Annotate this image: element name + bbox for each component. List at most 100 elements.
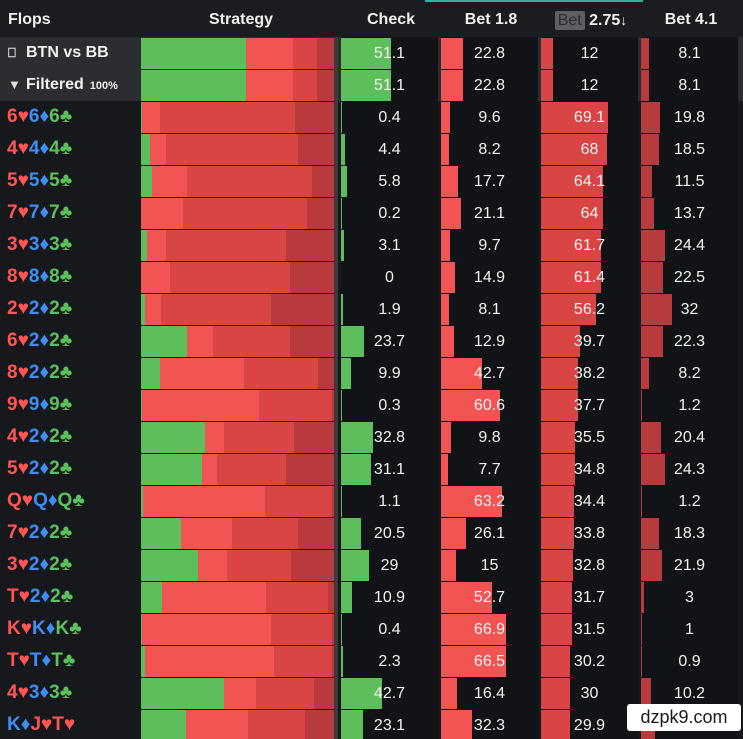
bet-2-75-cell[interactable]: 37.7: [541, 389, 638, 421]
bet-2-75-cell[interactable]: 30.2: [541, 645, 638, 677]
bet-2-75-cell[interactable]: 34.4: [541, 485, 638, 517]
column-header-check[interactable]: Check: [366, 11, 416, 28]
bet-2-75-cell[interactable]: 64.1: [541, 165, 638, 197]
bet-2-75-cell[interactable]: 39.7: [541, 325, 638, 357]
bet-4-1-cell[interactable]: 18.5: [641, 133, 738, 165]
bet-4-1-cell[interactable]: 20.4: [641, 421, 738, 453]
bet-2-75-cell[interactable]: 12: [541, 37, 638, 69]
check-cell[interactable]: 2.3: [341, 645, 438, 677]
bet-1-8-cell[interactable]: 63.2: [441, 485, 538, 517]
table-row[interactable]: T♥T♦T♣ 2.3 66.5 30.2 0.9: [0, 645, 743, 677]
bet-4-1-cell[interactable]: 1.2: [641, 485, 738, 517]
bet-4-1-cell[interactable]: 1.2: [641, 389, 738, 421]
check-cell[interactable]: 0.2: [341, 197, 438, 229]
table-row[interactable]: K♥K♦K♣ 0.4 66.9 31.5 1: [0, 613, 743, 645]
bet-4-1-cell[interactable]: 22.3: [641, 325, 738, 357]
bet-2-75-cell[interactable]: 29.9: [541, 709, 638, 739]
check-cell[interactable]: 32.8: [341, 421, 438, 453]
table-row[interactable]: 2♥2♦2♣ 1.9 8.1 56.2 32: [0, 293, 743, 325]
column-header-flops[interactable]: Flops: [8, 11, 51, 28]
check-cell[interactable]: 23.7: [341, 325, 438, 357]
bet-1-8-cell[interactable]: 14.9: [441, 261, 538, 293]
bet-4-1-cell[interactable]: 22.5: [641, 261, 738, 293]
bet-2-75-cell[interactable]: 30: [541, 677, 638, 709]
table-row[interactable]: 4♥2♦2♣ 32.8 9.8 35.5 20.4: [0, 421, 743, 453]
bet-2-75-cell[interactable]: 32.8: [541, 549, 638, 581]
bet-4-1-cell[interactable]: 21.9: [641, 549, 738, 581]
summary-row[interactable]: ⎕ BTN vs BB 51.1 22.8 12 8.1: [0, 37, 743, 69]
check-cell[interactable]: 29: [341, 549, 438, 581]
table-row[interactable]: 8♥8♦8♣ 0 14.9 61.4 22.5: [0, 261, 743, 293]
bet-2-75-cell[interactable]: 35.5: [541, 421, 638, 453]
bet-2-75-cell[interactable]: 61.4: [541, 261, 638, 293]
bet-1-8-cell[interactable]: 16.4: [441, 677, 538, 709]
bet-2-75-cell[interactable]: 34.8: [541, 453, 638, 485]
check-cell[interactable]: 1.1: [341, 485, 438, 517]
check-cell[interactable]: 9.9: [341, 357, 438, 389]
bet-4-1-cell[interactable]: 8.1: [641, 69, 738, 101]
check-cell[interactable]: 0.3: [341, 389, 438, 421]
bet-1-8-cell[interactable]: 66.9: [441, 613, 538, 645]
bet-1-8-cell[interactable]: 66.5: [441, 645, 538, 677]
bet-1-8-cell[interactable]: 32.3: [441, 709, 538, 739]
check-cell[interactable]: 1.9: [341, 293, 438, 325]
sort-descending-icon[interactable]: ↓: [620, 12, 628, 28]
check-cell[interactable]: 23.1: [341, 709, 438, 739]
bet-4-1-cell[interactable]: 19.8: [641, 101, 738, 133]
bet-1-8-cell[interactable]: 7.7: [441, 453, 538, 485]
check-cell[interactable]: 4.4: [341, 133, 438, 165]
bet-1-8-cell[interactable]: 52.7: [441, 581, 538, 613]
column-header-strategy[interactable]: Strategy: [208, 11, 274, 28]
table-row[interactable]: Q♥Q♦Q♣ 1.1 63.2 34.4 1.2: [0, 485, 743, 517]
bet-2-75-cell[interactable]: 69.1: [541, 101, 638, 133]
bet-2-75-cell[interactable]: 12: [541, 69, 638, 101]
check-cell[interactable]: 3.1: [341, 229, 438, 261]
bet-4-1-cell[interactable]: 3: [641, 581, 738, 613]
table-row[interactable]: 7♥7♦7♣ 0.2 21.1 64 13.7: [0, 197, 743, 229]
bet-4-1-cell[interactable]: 10.2: [641, 677, 738, 709]
column-header-bet-2-75[interactable]: Bet 2.75↓: [541, 0, 641, 37]
bet-1-8-cell[interactable]: 8.2: [441, 133, 538, 165]
bet-4-1-cell[interactable]: 24.4: [641, 229, 738, 261]
check-cell[interactable]: 0.4: [341, 101, 438, 133]
bet-2-75-cell[interactable]: 61.7: [541, 229, 638, 261]
check-cell[interactable]: 51.1: [341, 69, 438, 101]
table-row[interactable]: T♥2♦2♣ 10.9 52.7 31.7 3: [0, 581, 743, 613]
table-row[interactable]: 9♥9♦9♣ 0.3 60.6 37.7 1.2: [0, 389, 743, 421]
bet-4-1-cell[interactable]: 32: [641, 293, 738, 325]
bet-2-75-cell[interactable]: 68: [541, 133, 638, 165]
bet-4-1-cell[interactable]: 8.1: [641, 37, 738, 69]
table-row[interactable]: 6♥2♦2♣ 23.7 12.9 39.7 22.3: [0, 325, 743, 357]
bet-4-1-cell[interactable]: 11.5: [641, 165, 738, 197]
bet-1-8-cell[interactable]: 60.6: [441, 389, 538, 421]
check-cell[interactable]: 42.7: [341, 677, 438, 709]
check-cell[interactable]: 0: [341, 261, 438, 293]
bet-1-8-cell[interactable]: 21.1: [441, 197, 538, 229]
table-row[interactable]: 3♥2♦2♣ 29 15 32.8 21.9: [0, 549, 743, 581]
table-row[interactable]: 4♥4♦4♣ 4.4 8.2 68 18.5: [0, 133, 743, 165]
bet-1-8-cell[interactable]: 42.7: [441, 357, 538, 389]
bet-2-75-cell[interactable]: 64: [541, 197, 638, 229]
table-row[interactable]: 6♥6♦6♣ 0.4 9.6 69.1 19.8: [0, 101, 743, 133]
bet-4-1-cell[interactable]: 1: [641, 613, 738, 645]
bet-2-75-cell[interactable]: 31.7: [541, 581, 638, 613]
table-row[interactable]: 4♥3♦3♣ 42.7 16.4 30 10.2: [0, 677, 743, 709]
summary-row[interactable]: ▼ Filtered 100% 51.1 22.8 12 8.1: [0, 69, 743, 101]
bet-1-8-cell[interactable]: 9.8: [441, 421, 538, 453]
check-cell[interactable]: 20.5: [341, 517, 438, 549]
bet-1-8-cell[interactable]: 15: [441, 549, 538, 581]
bet-2-75-cell[interactable]: 56.2: [541, 293, 638, 325]
table-row[interactable]: 5♥5♦5♣ 5.8 17.7 64.1 11.5: [0, 165, 743, 197]
bet-1-8-cell[interactable]: 22.8: [441, 37, 538, 69]
check-cell[interactable]: 0.4: [341, 613, 438, 645]
table-row[interactable]: 7♥2♦2♣ 20.5 26.1 33.8 18.3: [0, 517, 743, 549]
table-row[interactable]: 3♥3♦3♣ 3.1 9.7 61.7 24.4: [0, 229, 743, 261]
bet-2-75-cell[interactable]: 33.8: [541, 517, 638, 549]
bet-4-1-cell[interactable]: 8.2: [641, 357, 738, 389]
check-cell[interactable]: 51.1: [341, 37, 438, 69]
bet-2-75-cell[interactable]: 38.2: [541, 357, 638, 389]
bet-1-8-cell[interactable]: 12.9: [441, 325, 538, 357]
bet-4-1-cell[interactable]: 24.3: [641, 453, 738, 485]
bet-4-1-cell[interactable]: 18.3: [641, 517, 738, 549]
column-header-bet-1-8[interactable]: Bet 1.8: [464, 11, 518, 28]
